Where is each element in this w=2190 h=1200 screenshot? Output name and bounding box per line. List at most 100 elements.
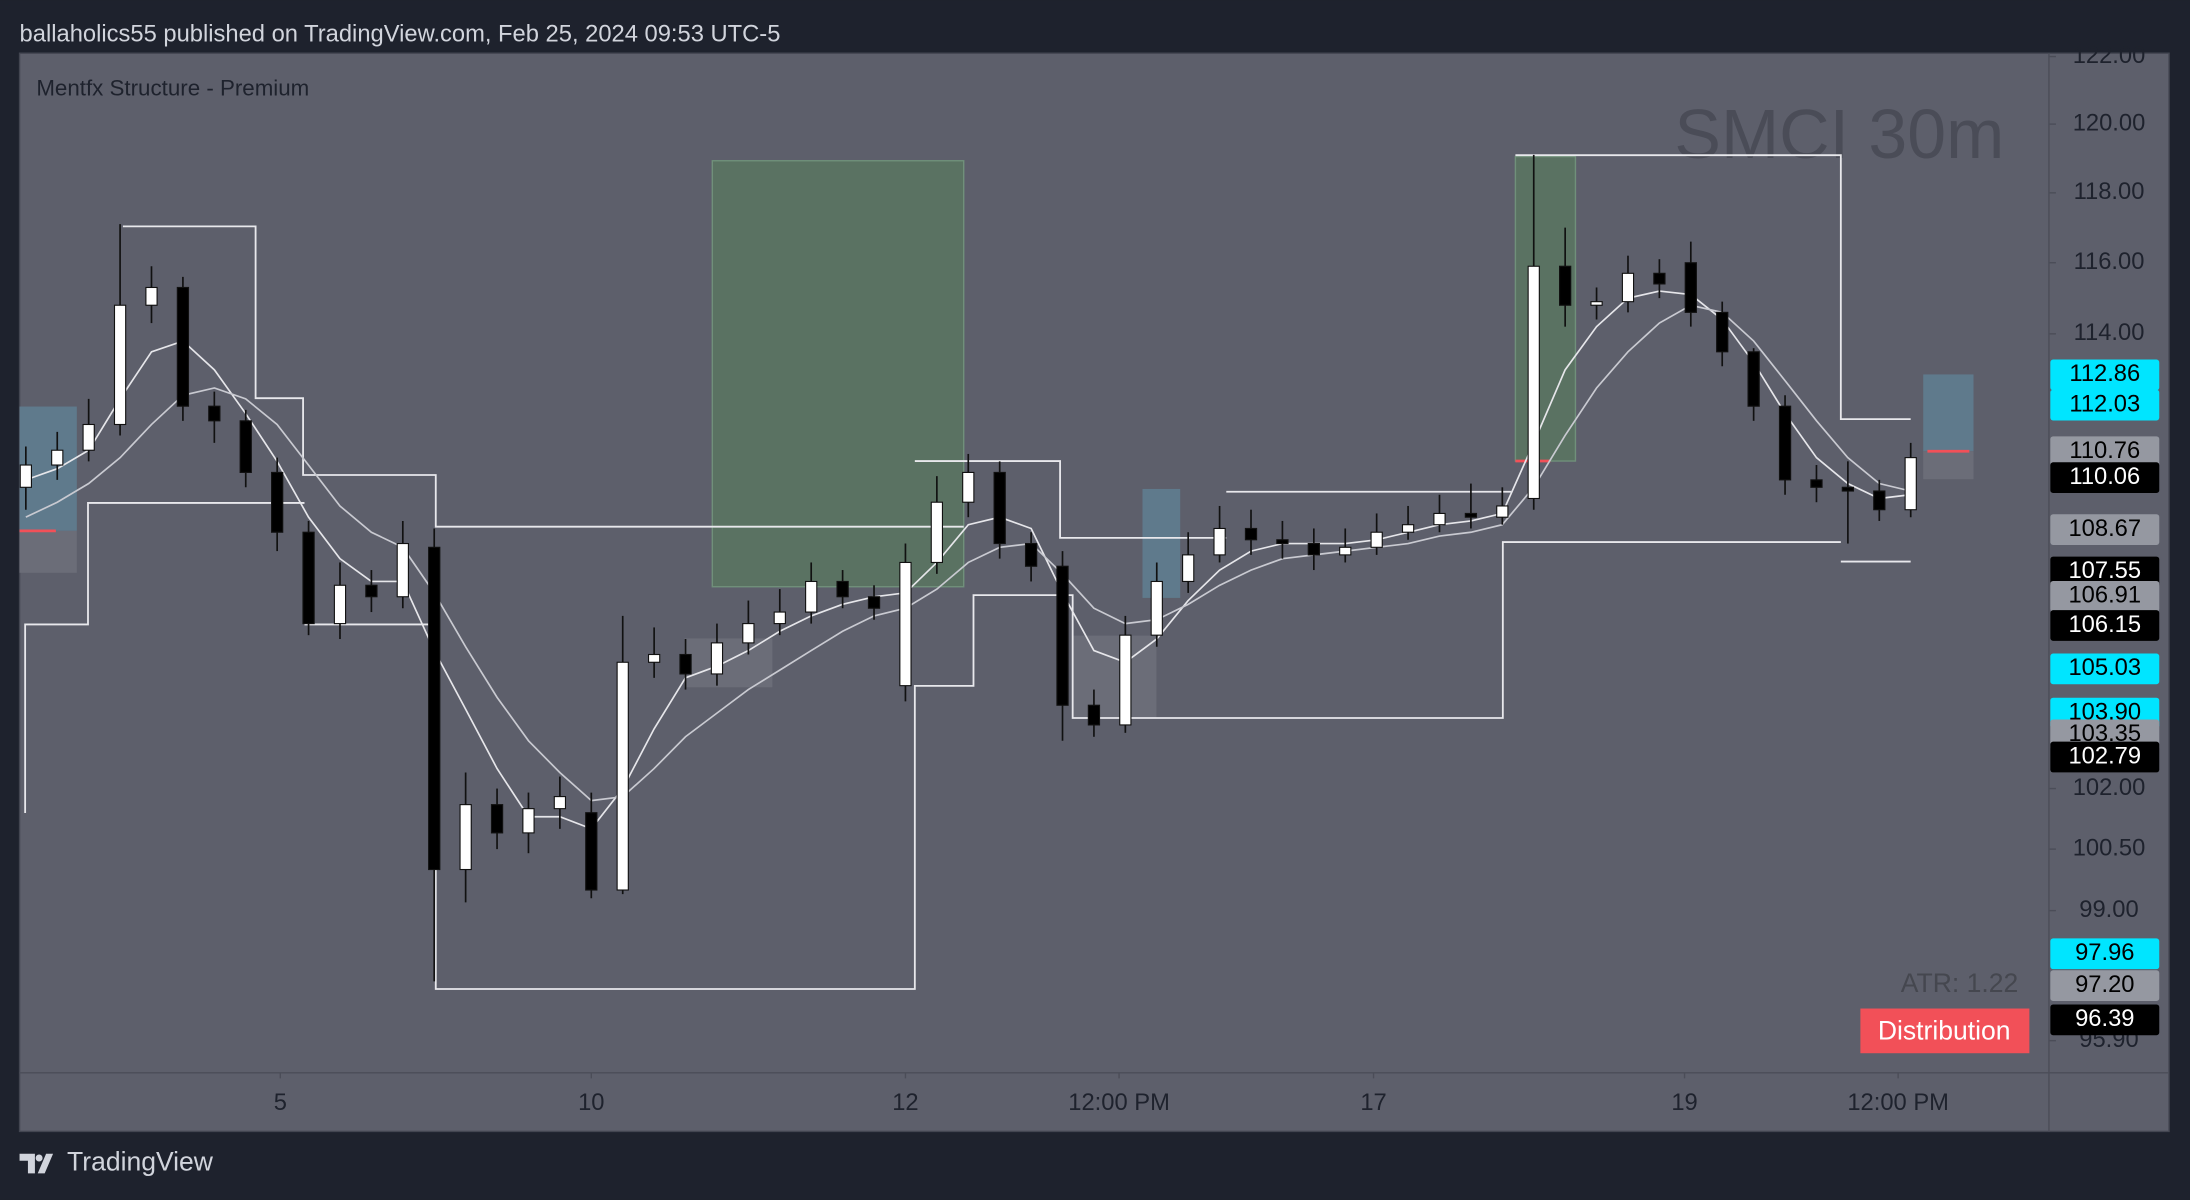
candle-body	[1024, 542, 1038, 567]
x-tick-label: 5	[274, 1090, 287, 1116]
price-tag-label: 97.20	[2075, 972, 2134, 998]
candle-body	[302, 531, 315, 625]
candle-body	[145, 286, 158, 306]
candle-body	[1087, 704, 1101, 726]
candle-body	[930, 501, 944, 564]
candle-body	[176, 286, 190, 407]
candle-body	[459, 804, 472, 871]
y-tick-label: 118.00	[2074, 179, 2145, 205]
price-tag	[2050, 938, 2160, 970]
price-tag-label: 105.03	[2068, 655, 2141, 681]
price-tag	[2050, 580, 2160, 612]
price-tag-label: 96.39	[2075, 1006, 2134, 1032]
candle-body	[962, 471, 975, 503]
candle-body	[710, 642, 724, 675]
price-tag	[2050, 514, 2160, 545]
candle-body	[1559, 265, 1572, 306]
price-tag-label: 107.55	[2068, 558, 2141, 584]
candle-body	[1496, 505, 1509, 518]
price-tag	[2050, 389, 2160, 421]
candle-body	[1213, 527, 1226, 556]
order-block	[1923, 374, 1974, 452]
candle-body	[1841, 486, 1855, 492]
candle-body	[239, 420, 252, 473]
y-tick-label: 100.50	[2073, 835, 2146, 861]
demand-zone	[711, 160, 965, 588]
price-tag-label: 102.79	[2068, 743, 2141, 769]
footer: TradingView	[19, 1147, 214, 1177]
price-tag	[2050, 556, 2160, 588]
candle-body	[805, 580, 818, 613]
price-tag	[2050, 1004, 2160, 1036]
candle-body	[1276, 539, 1289, 545]
price-tag-label: 106.15	[2068, 612, 2141, 638]
order-block	[1142, 488, 1181, 598]
atr-label: ATR: 1.22	[1901, 968, 2018, 998]
candle-body	[1716, 311, 1729, 353]
moving-average	[25, 290, 1911, 830]
gap-box	[684, 638, 773, 688]
y-tick-label: 116.00	[2074, 249, 2145, 275]
candle-body	[836, 580, 849, 598]
candle-body	[1747, 351, 1760, 407]
price-tag-label: 110.06	[2069, 464, 2140, 490]
candle-body	[1904, 457, 1917, 511]
candle-body	[365, 584, 378, 598]
x-tick-label: 17	[1360, 1090, 1386, 1116]
indicator-label: Mentfx Structure - Premium	[36, 75, 309, 100]
candle-body	[1056, 565, 1069, 706]
price-tag	[2050, 741, 2160, 773]
candle-body	[867, 596, 881, 609]
price-tag-label: 112.86	[2069, 361, 2140, 387]
candle-body	[585, 812, 598, 891]
candle-body	[647, 653, 661, 663]
x-tick-label: 12:00 PM	[1847, 1090, 1949, 1116]
structure-line	[914, 460, 1227, 539]
price-tag	[2050, 359, 2160, 391]
brand-logo-dot	[35, 1154, 43, 1162]
y-tick-label: 120.00	[2073, 110, 2146, 136]
structure-line	[1515, 154, 1911, 421]
brand-name: TradingView	[67, 1147, 214, 1177]
gap-box	[19, 530, 77, 573]
candle-body	[1653, 272, 1666, 285]
plot-area	[19, 154, 1974, 990]
structure-line	[24, 502, 305, 813]
structure-line	[304, 541, 1841, 990]
candle-body	[1307, 542, 1320, 556]
price-tag-label: 112.03	[2069, 391, 2140, 417]
candle-body	[396, 542, 409, 598]
candle-body	[1873, 490, 1886, 511]
candle-body	[1244, 527, 1258, 541]
candle-body	[333, 584, 347, 625]
candle-body	[490, 804, 504, 834]
candle-body	[1150, 580, 1163, 636]
y-tick-label: 114.00	[2074, 320, 2145, 346]
candle-body	[1370, 531, 1383, 548]
price-tag	[2050, 462, 2160, 493]
x-tick-label: 10	[578, 1090, 604, 1116]
candle-body	[899, 561, 912, 687]
candle-body	[1401, 524, 1415, 533]
publish-header: ballaholics55 published on TradingView.c…	[20, 21, 781, 47]
candle-body	[1464, 512, 1478, 518]
candle-body	[51, 449, 64, 466]
price-tag-label: 106.91	[2068, 583, 2141, 609]
y-tick-label: 99.00	[2079, 897, 2138, 923]
candle-body	[1621, 272, 1635, 303]
badge-box	[1860, 1008, 2030, 1054]
candle-body	[19, 464, 32, 488]
price-tag	[2050, 653, 2160, 685]
candle-body	[1590, 301, 1603, 306]
candle-body	[1527, 265, 1540, 500]
x-tick-label: 12:00 PM	[1068, 1090, 1170, 1116]
candle-body	[616, 661, 629, 891]
candle-body	[82, 423, 95, 451]
candle-body	[208, 405, 221, 422]
candle-body	[1433, 512, 1446, 526]
structure-drawings	[19, 154, 1974, 990]
candle-body	[522, 808, 535, 834]
gap-box	[1923, 451, 1974, 480]
candle-body	[1119, 634, 1132, 726]
